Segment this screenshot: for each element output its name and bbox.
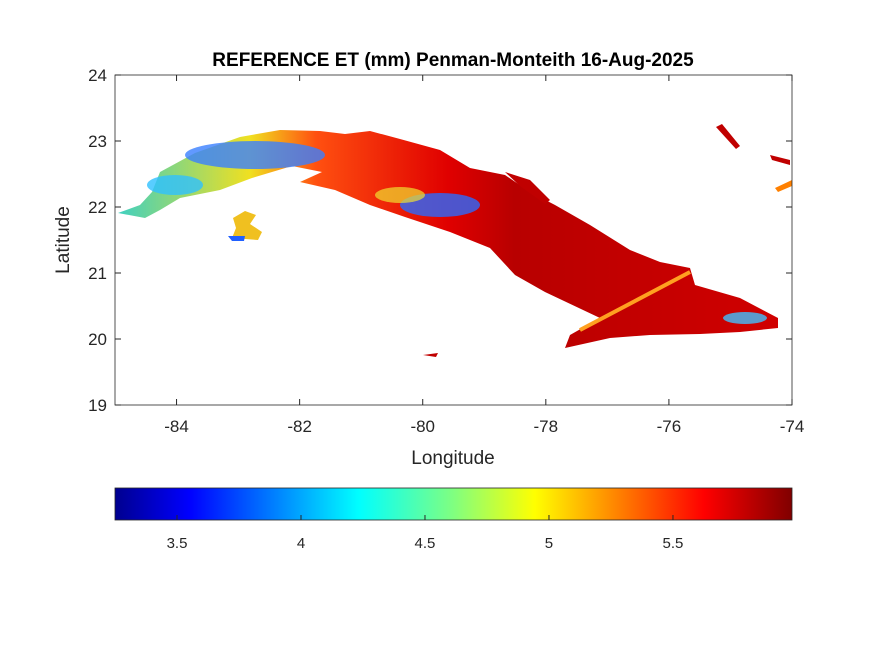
plot-box [114, 74, 793, 406]
yellow-streak-east [579, 270, 691, 332]
low-et-region-west-2 [147, 175, 203, 195]
colorbar-tick-label: 5 [545, 535, 553, 552]
hispaniola-edge [770, 155, 790, 165]
colorbar: 3.5 4 4.5 5 5.5 [114, 487, 793, 552]
x-tick-label: -84 [164, 417, 189, 436]
colorbar-tick-label: 5.5 [663, 535, 684, 552]
colorbar-tick-label: 3.5 [167, 535, 188, 552]
y-axis-label: Latitude [53, 206, 74, 274]
colorbar-tick-label: 4 [297, 535, 305, 552]
x-tick-label: -76 [657, 417, 682, 436]
y-tick-label: 22 [88, 198, 107, 217]
cayos-north [505, 172, 550, 204]
x-tick-label: -80 [410, 417, 435, 436]
cayo-east [716, 124, 740, 149]
mid-et-region-central [375, 187, 425, 203]
chart-title: REFERENCE ET (mm) Penman-Monteith 16-Aug… [212, 50, 694, 71]
y-tick-label: 24 [88, 66, 107, 85]
low-et-region-east [723, 312, 767, 324]
colorbar-tick-label: 4.5 [415, 535, 436, 552]
y-tick-label: 21 [88, 264, 107, 283]
cayo-south [423, 353, 438, 357]
x-axis-label: Longitude [411, 448, 494, 469]
y-tick-label: 20 [88, 330, 107, 349]
colorbar-gradient [114, 487, 793, 521]
map-data [118, 124, 792, 357]
x-tick-label: -82 [287, 417, 312, 436]
hispaniola-edge-2 [775, 180, 792, 192]
x-tick-label: -74 [780, 417, 805, 436]
y-tick-label: 23 [88, 132, 107, 151]
map-axes: -84 -82 -80 -78 -76 -74 19 20 21 22 23 24 [88, 66, 804, 436]
y-tick-label: 19 [88, 396, 107, 415]
x-tick-label: -78 [534, 417, 559, 436]
low-et-region-west [185, 141, 325, 169]
cuba-main-island [118, 130, 778, 348]
isla-juventud-south [228, 236, 245, 241]
isla-de-la-juventud [232, 211, 262, 240]
